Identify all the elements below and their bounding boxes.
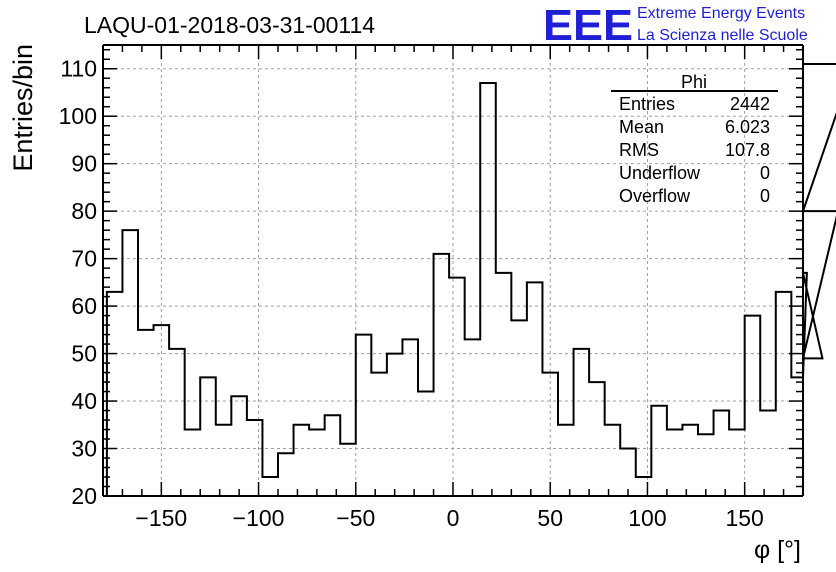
axes: [102, 44, 804, 497]
stats-value: 0: [760, 186, 770, 206]
stats-label: Underflow: [619, 163, 701, 183]
x-tick-labels: −150 −100 −50 0 50 100 150: [135, 505, 763, 531]
y-tick-label: 70: [71, 246, 97, 272]
x-tick-label: −150: [135, 505, 187, 531]
x-tick-label: 50: [537, 505, 563, 531]
x-axis-label: φ [°]: [754, 536, 801, 564]
y-tick-label: 100: [59, 103, 97, 129]
y-tick-label: 50: [71, 341, 97, 367]
histogram-outline: [105, 62, 836, 496]
stats-box: Phi Entries 2442 Mean 6.023 RMS 107.8 Un…: [611, 72, 778, 206]
y-tick-label: 80: [71, 198, 97, 224]
y-tick-label: 20: [71, 483, 97, 509]
stats-value: 2442: [730, 94, 770, 114]
y-tick-label: 60: [71, 293, 97, 319]
stats-label: Mean: [619, 117, 664, 137]
y-tick-label: 30: [71, 436, 97, 462]
chart-title: LAQU-01-2018-03-31-00114: [84, 12, 375, 38]
x-tick-label: −100: [233, 505, 285, 531]
x-tick-label: 150: [725, 505, 763, 531]
y-tick-label: 40: [71, 388, 97, 414]
stats-label: Overflow: [619, 186, 691, 206]
x-tick-label: 0: [447, 505, 460, 531]
stats-label: RMS: [619, 140, 659, 160]
x-tick-label: 100: [628, 505, 666, 531]
stats-value: 0: [760, 163, 770, 183]
y-axis-label: Entries/bin: [8, 44, 38, 172]
stats-value: 6.023: [725, 117, 770, 137]
logo-line-2: La Scienza nelle Scuole: [637, 27, 808, 44]
grid-lines: [103, 45, 803, 497]
stats-label: Entries: [619, 94, 675, 114]
stats-value: 107.8: [725, 140, 770, 160]
y-tick-labels: 20 30 40 50 60 70 80 90 100 110: [59, 56, 97, 509]
logo-mark: EEE: [543, 1, 633, 50]
x-tick-label: −50: [336, 505, 375, 531]
y-tick-label: 110: [60, 56, 97, 82]
stats-title: Phi: [681, 72, 707, 92]
y-tick-label: 90: [71, 151, 97, 177]
logo-line-1: Extreme Energy Events: [637, 5, 805, 22]
